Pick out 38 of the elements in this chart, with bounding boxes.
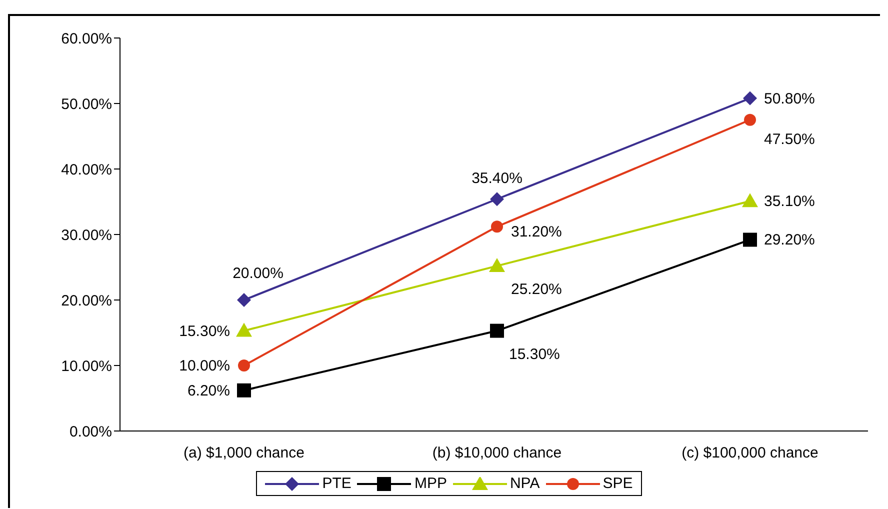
point [742, 193, 758, 208]
data-label: 25.20% [511, 280, 562, 298]
data-label: 15.30% [179, 322, 230, 340]
data-label: 35.10% [764, 193, 815, 210]
point [490, 324, 504, 338]
data-label: 50.80% [764, 90, 815, 108]
y-tick-label: 20.00% [61, 292, 112, 310]
data-label: 6.20% [187, 382, 230, 400]
x-tick-label: (a) $1,000 chance [184, 444, 304, 462]
data-label: 31.20% [511, 224, 562, 241]
y-tick-label: 60.00% [61, 30, 112, 48]
point [743, 232, 757, 247]
point [238, 360, 250, 372]
legend-label: PTE [322, 475, 352, 492]
x-tick-label: (b) $10,000 chance [432, 444, 562, 462]
point [744, 114, 756, 126]
point [489, 258, 505, 272]
data-label: 29.20% [764, 232, 815, 249]
point [237, 383, 251, 398]
point [237, 293, 251, 307]
data-label: 47.50% [764, 130, 815, 148]
y-tick-label: 0.00% [69, 423, 112, 440]
point [236, 322, 252, 337]
data-label: 20.00% [232, 265, 284, 282]
data-label: 35.40% [472, 170, 522, 188]
x-tick-label: (c) $100,000 chance [682, 444, 818, 462]
legend-label: NPA [510, 475, 540, 492]
point [491, 220, 503, 233]
y-tick-label: 40.00% [61, 161, 112, 178]
point [490, 192, 504, 206]
y-tick-label: 10.00% [61, 358, 112, 375]
data-label: 15.30% [509, 346, 560, 363]
y-tick-label: 30.00% [61, 226, 112, 244]
point [743, 91, 757, 106]
y-tick-label: 50.00% [61, 96, 112, 113]
data-label: 10.00% [179, 358, 230, 374]
legend-label: SPE [602, 475, 633, 492]
legend-label: MPP [414, 475, 447, 492]
